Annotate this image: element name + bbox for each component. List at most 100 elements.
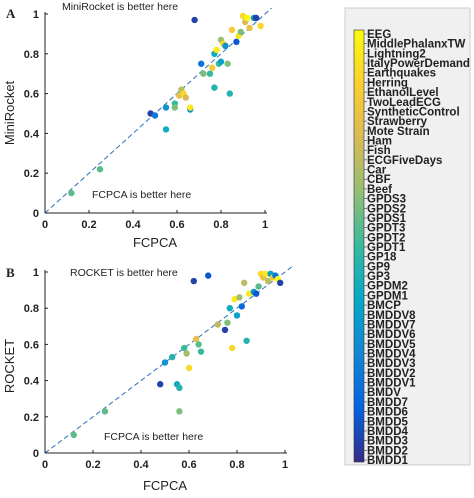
panel-b-y-tick-label: 0.4	[24, 376, 40, 388]
panel-a-data-point	[253, 14, 260, 22]
panel-a-data-point	[246, 24, 253, 32]
panel-b-annotation-bottom: FCPCA is better here	[104, 431, 203, 443]
panel-b-x-tick-label: 0.8	[229, 459, 244, 471]
colorbar-label: MiddlePhalanxTW	[367, 39, 466, 51]
panel-a-y-tick-label: 0.8	[24, 49, 39, 61]
panel-b-data-point	[265, 277, 272, 285]
panel-b-y-tick-label: 1	[33, 267, 39, 279]
panel-a-data-point	[233, 38, 240, 46]
colorbar-label: GPDM2	[367, 281, 408, 293]
colorbar-label: BMDDV2	[367, 368, 416, 380]
panel-a-data-point	[237, 28, 244, 36]
panel-a-data-point	[226, 90, 233, 97]
panel-a-data-point	[224, 60, 231, 67]
panel-b-annotation-top: ROCKET is better here	[70, 267, 178, 279]
panel-b-data-point	[243, 337, 250, 344]
panel-b-x-tick-label: 0.4	[133, 459, 149, 471]
colorbar-label: GP9	[367, 261, 390, 273]
panel-b-x-tick-label: 0	[42, 459, 48, 471]
colorbar-label: BMDDV4	[367, 349, 416, 361]
panel-b-data-point	[241, 279, 248, 287]
colorbar-label: BMDDV5	[367, 339, 416, 351]
colorbar-label: EthanolLevel	[367, 87, 439, 99]
panel-b-data-point	[161, 359, 169, 366]
panel-a-data-point	[162, 104, 170, 111]
panel-b-data-point	[224, 319, 231, 326]
panel-a-data-point	[162, 126, 170, 133]
panel-a-data-point	[213, 46, 220, 54]
panel-b-data-point	[176, 408, 183, 415]
panel-b-data-point	[185, 364, 193, 372]
panel-b-x-tick-label: 0.6	[181, 459, 196, 471]
panel-a-x-tick-label: 0	[42, 219, 48, 231]
colorbar-label: Herring	[367, 77, 408, 89]
panel-a-data-point	[187, 104, 194, 111]
colorbar-label: BMDD4	[367, 426, 408, 438]
panel-b-data-point	[101, 408, 109, 415]
colorbar-label: BMDD1	[367, 455, 408, 467]
colorbar-label: GPDS1	[367, 213, 407, 225]
colorbar-label: Earthquakes	[367, 68, 436, 80]
colorbar-label: ECGFiveDays	[367, 155, 442, 167]
colorbar-label: GPDT1	[367, 242, 406, 254]
colorbar-label: BMDD5	[367, 416, 408, 428]
colorbar-label: BMDDV1	[367, 378, 416, 390]
panel-a-x-tick-label: 1	[262, 219, 268, 231]
panel-b-data-point	[226, 305, 233, 312]
panel-a-data-point	[182, 94, 189, 101]
panel-b: B 00 0.2 0.2 0.4 0.4 0.6 0.6 0.8 0.8 1 1 ROCKET is…	[2, 265, 293, 493]
panel-a-data-point	[68, 189, 75, 197]
colorbar-label: BMDDV7	[367, 319, 416, 331]
panel-a-x-axis-label: FCPCA	[133, 235, 177, 250]
panel-a-y-tick-label: 1	[33, 9, 39, 21]
colorbar-label: BMDD7	[367, 397, 408, 409]
panel-a-data-point	[171, 104, 178, 111]
panel-a-letter: A	[6, 6, 16, 21]
panel-b-data-point	[231, 295, 238, 303]
panel-a-y-tick-label: 0.4	[24, 128, 40, 140]
panel-b-data-point	[233, 312, 241, 319]
panel-b-data-point	[190, 277, 197, 285]
panel-a-data-point	[206, 70, 214, 77]
colorbar-frame	[344, 7, 471, 466]
panel-a-x-tick-label: 0.2	[81, 219, 96, 231]
colorbar-label: GPDS2	[367, 203, 406, 215]
panel-a-data-point	[191, 16, 198, 24]
colorbar-label: BMDDV3	[367, 358, 416, 370]
colorbar	[353, 29, 365, 463]
panel-a-plot: 00 0.2 0.2 0.4 0.4 0.6 0.6 0.8 0.8 1 1	[24, 7, 272, 231]
panel-a-y-axis-label: MiniRocket	[2, 80, 17, 145]
panel-b-y-tick-label: 0	[33, 448, 39, 460]
colorbar-label: Ham	[367, 136, 392, 148]
colorbar-label: BMDDV8	[367, 310, 416, 322]
colorbar-label: Fish	[367, 145, 391, 157]
panel-b-data-point	[205, 272, 212, 279]
panel-b-data-point	[157, 381, 164, 388]
panel-a-diagonal-line	[44, 7, 272, 214]
colorbar-label: GP18	[367, 252, 397, 264]
panel-b-plot: 00 0.2 0.2 0.4 0.4 0.6 0.6 0.8 0.8 1 1	[24, 266, 293, 471]
panel-a-annotation-bottom: FCPCA is better here	[92, 189, 191, 201]
panel-a-x-tick-label: 0.4	[125, 219, 141, 231]
panel-a-data-point	[96, 166, 104, 173]
panel-b-y-tick-label: 0.8	[24, 303, 39, 315]
panel-a-data-point	[151, 112, 159, 119]
panel-b-data-point	[255, 283, 262, 290]
colorbar-label: GPDM1	[367, 290, 409, 302]
panel-b-data-point	[197, 348, 205, 355]
colorbar-label: GP3	[367, 271, 390, 283]
panel-a-data-point	[211, 84, 218, 91]
panel-a-y-tick-label: 0.6	[24, 89, 39, 101]
colorbar-label: GPDS3	[367, 194, 406, 206]
panel-a-y-tick-label: 0	[33, 208, 39, 220]
panel-a-data-point	[198, 60, 205, 67]
colorbar-label: BMCP	[367, 300, 401, 312]
colorbar-label: Lightning2	[367, 48, 426, 60]
colorbar-label: Strawberry	[367, 116, 428, 128]
panel-a-data-point	[257, 22, 264, 30]
colorbar-label: TwoLeadECG	[367, 97, 441, 109]
panel-b-data-point	[277, 279, 284, 287]
panel-a-data-point	[200, 70, 207, 77]
panel-b-letter: B	[6, 265, 15, 280]
